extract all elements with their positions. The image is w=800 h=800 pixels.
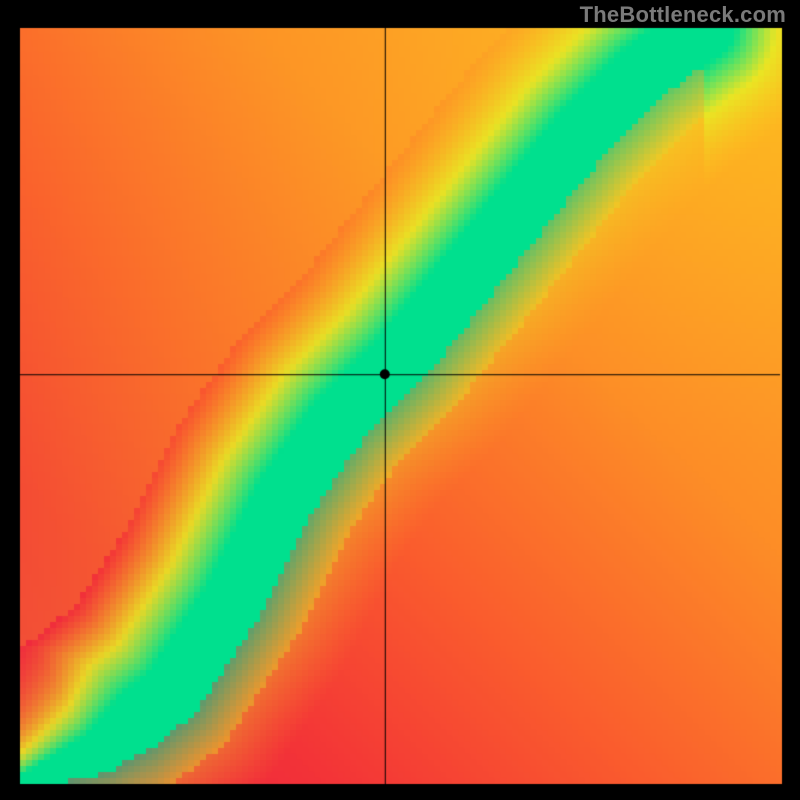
watermark-label: TheBottleneck.com xyxy=(580,2,786,28)
bottleneck-heatmap-canvas xyxy=(0,0,800,800)
